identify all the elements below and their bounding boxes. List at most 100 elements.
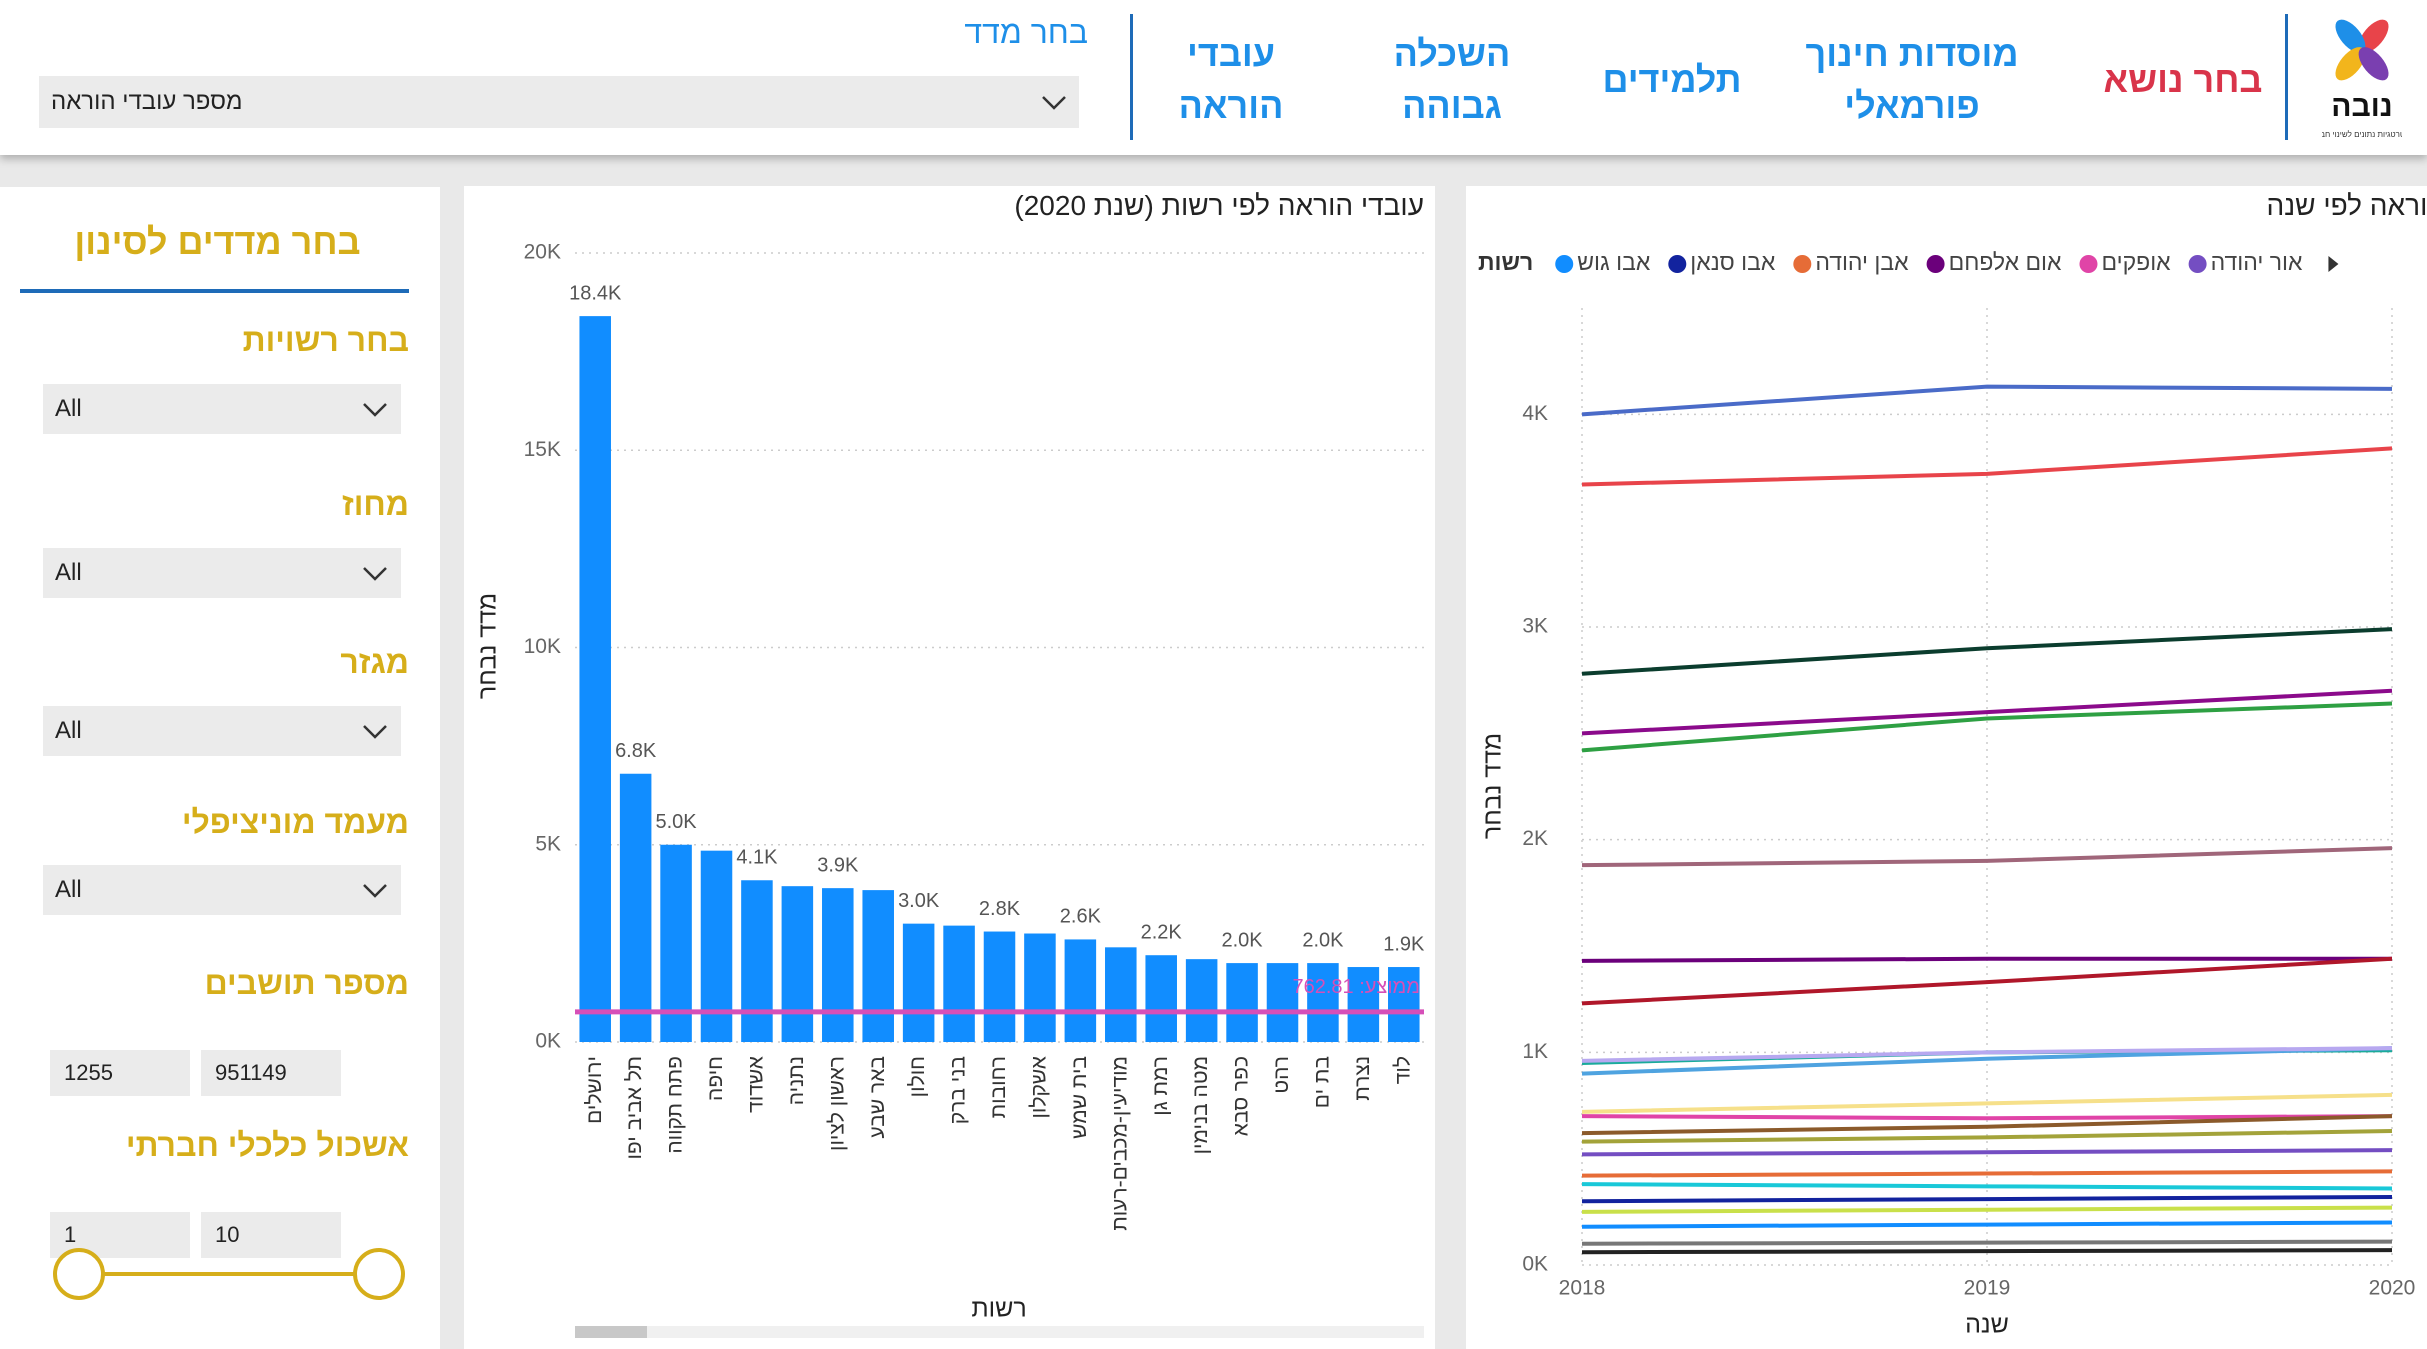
x-tick-label: מודיעין-מכבים-רעות xyxy=(1108,1056,1131,1231)
legend-swatch xyxy=(1926,255,1945,273)
series-line xyxy=(1581,701,2393,753)
data-label: 5.0K xyxy=(655,811,697,833)
x-tick-label: רהט xyxy=(1270,1056,1293,1094)
filter-label: מגזר xyxy=(340,644,409,680)
y-tick-label: 1K xyxy=(1522,1040,1548,1063)
filter-dropdown[interactable]: All xyxy=(43,865,401,915)
filter-label: מחוז xyxy=(342,486,409,522)
x-tick-label: חולון xyxy=(906,1056,929,1097)
legend-label: אופקים xyxy=(2101,249,2171,275)
data-label: 1.9K xyxy=(1383,933,1425,955)
series-line xyxy=(1581,384,2393,417)
legend-title: רשות xyxy=(1478,249,1533,275)
chevron xyxy=(363,725,387,739)
bar xyxy=(619,773,652,1042)
bar xyxy=(902,923,935,1042)
chevron xyxy=(363,403,387,417)
x-tick-label: ראשון לציון xyxy=(825,1056,848,1151)
filter-title: בחר מדדים לסינון xyxy=(74,221,361,262)
x-tick-label: פתח תקווה xyxy=(664,1056,687,1154)
nav-item[interactable]: עובדי הוראה xyxy=(1178,33,1284,126)
bar xyxy=(943,925,975,1042)
bar xyxy=(1266,963,1299,1042)
filter-value: All xyxy=(55,717,82,744)
series-line xyxy=(1581,627,2393,676)
bar xyxy=(1024,933,1056,1042)
y-tick-label: 20K xyxy=(524,241,561,264)
bar xyxy=(579,316,611,1042)
slider-handle[interactable] xyxy=(53,1248,105,1300)
line-panel: עובדי הוראה לפי שנה 0K 1K 2K 3K 4K 2018 2019 20… xyxy=(1466,186,2427,1349)
legend-label: אבן יהודה xyxy=(1815,249,1909,275)
series-line xyxy=(1581,446,2393,487)
y-tick-label: 5K xyxy=(535,832,561,855)
series-line xyxy=(1581,1092,2393,1114)
filter-panel: בחר מדדים לסינון בחר רשויות All מחוז All מגז… xyxy=(0,187,440,1349)
y-tick-label: 4K xyxy=(1522,402,1548,425)
series-line xyxy=(1581,956,2393,1006)
data-label: 2.0K xyxy=(1302,929,1344,951)
logo-name: נובה xyxy=(2331,90,2392,123)
bar xyxy=(822,888,854,1042)
bar xyxy=(1105,947,1137,1042)
nav-item[interactable]: מוסדות חינוך פורמאלי xyxy=(1805,33,2019,126)
filter-dropdown[interactable]: All xyxy=(43,706,401,756)
x-axis-title: שנה xyxy=(1965,1311,2009,1339)
x-tick-label: 2019 xyxy=(1964,1277,2011,1300)
y-axis-title: מדד נבחר xyxy=(1479,733,1507,839)
y-tick-label: 0K xyxy=(535,1030,561,1053)
legend-swatch xyxy=(1668,255,1687,273)
nav-item[interactable]: תלמידים xyxy=(1602,59,1742,100)
series-line xyxy=(1581,688,2393,736)
title-underline xyxy=(20,289,409,293)
bar xyxy=(1145,955,1177,1042)
filter-dropdown[interactable]: All xyxy=(43,548,401,598)
x-tick-label: באר שבע xyxy=(866,1056,889,1139)
series-line xyxy=(1581,1169,2393,1178)
data-label: 4.1K xyxy=(736,847,778,869)
legend-swatch xyxy=(1793,255,1812,273)
x-tick-label: אשדוד xyxy=(744,1056,767,1113)
filter-label: מעמד מוניציפלי xyxy=(181,804,409,840)
series-line xyxy=(1581,1220,2393,1229)
bar xyxy=(862,890,894,1042)
filter-label: מספר תושבים xyxy=(204,965,409,1001)
slider-handle[interactable] xyxy=(353,1248,405,1300)
y-tick-label: 3K xyxy=(1522,615,1548,638)
bar xyxy=(1388,967,1420,1042)
range-slider[interactable] xyxy=(40,1244,420,1304)
data-label: 2.2K xyxy=(1141,921,1183,943)
x-tick-label: כפר סבא xyxy=(1230,1056,1253,1136)
legend-swatch xyxy=(1555,255,1574,273)
x-tick-label: לוד xyxy=(1391,1056,1414,1084)
filter-value: All xyxy=(55,395,82,422)
x-axis-title: רשות xyxy=(971,1295,1026,1323)
separator xyxy=(1130,14,1133,140)
y-tick-label: 0K xyxy=(1522,1253,1548,1276)
nav-item[interactable]: השכלה גבוהה xyxy=(1393,33,1511,126)
x-tick-label: 2018 xyxy=(1559,1277,1606,1300)
separator xyxy=(2285,14,2288,140)
x-tick-label: אשקלון xyxy=(1027,1056,1050,1119)
measure-dropdown[interactable]: . מספר עובדי הוראה xyxy=(39,76,1079,128)
filter-dropdown[interactable]: All xyxy=(43,384,401,434)
data-label: 2.8K xyxy=(979,898,1021,920)
legend-label: אבו גוש xyxy=(1577,249,1651,275)
x-tick-label: מטה בנימין xyxy=(1189,1056,1212,1154)
measure-value: מספר עובדי הוראה xyxy=(51,88,243,115)
y-tick-label: 10K xyxy=(524,635,561,658)
bar-panel: עובדי הוראה לפי רשות (שנת 2020) 0K 5K 10K 1… xyxy=(464,186,1435,1349)
range-max[interactable]: 951149 xyxy=(201,1050,341,1096)
data-label: 6.8K xyxy=(615,740,657,762)
range-max[interactable]: 10 xyxy=(201,1212,341,1258)
series-line xyxy=(1581,1129,2393,1144)
range-min[interactable]: 1255 xyxy=(50,1050,190,1096)
series-line xyxy=(1581,956,2392,963)
logo: נובה אסטרטגיות נתונים לשינוי חברתי xyxy=(2322,19,2402,139)
x-tick-label: רחובות xyxy=(987,1056,1010,1118)
bar xyxy=(983,931,1016,1042)
chart-title: עובדי הוראה לפי שנה xyxy=(2266,190,2427,221)
chart-title: עובדי הוראה לפי רשות (שנת 2020) xyxy=(1014,190,1424,221)
bar xyxy=(1185,959,1218,1042)
data-label: 2.0K xyxy=(1221,929,1263,951)
